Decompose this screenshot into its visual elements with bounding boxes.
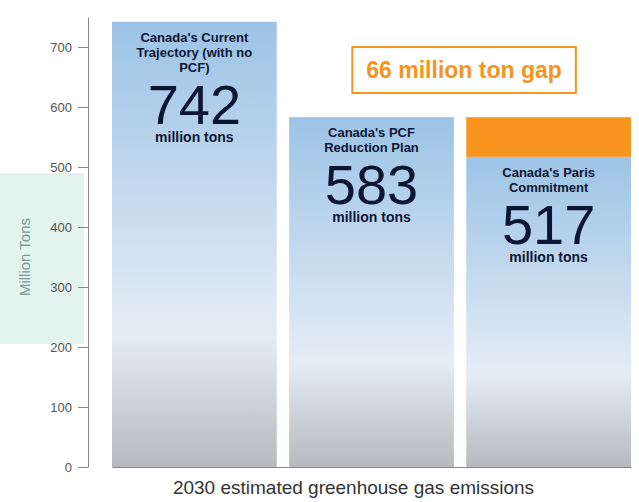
data-labels: Canada's CurrentTrajectory (with noPCF)7… xyxy=(137,30,596,265)
y-tick-label: 400 xyxy=(50,220,72,235)
y-tick-mark xyxy=(78,47,88,48)
bars xyxy=(112,22,631,467)
chart: 0 100 200 300 400 500 600 700 Million Tons 2030 e… xyxy=(0,0,639,502)
bar xyxy=(289,117,454,467)
category-label: Canada's PCFReduction Plan xyxy=(324,125,419,155)
annotation-text: 66 million ton gap xyxy=(366,57,562,83)
y-tick: 400 xyxy=(50,220,88,235)
value-label: 583 xyxy=(325,153,418,216)
gap-annotation: 66 million ton gap xyxy=(352,47,576,93)
x-axis xyxy=(113,467,632,468)
axis-title-band xyxy=(0,173,84,344)
y-tick-label: 600 xyxy=(50,100,72,115)
y-tick-mark xyxy=(78,167,88,168)
value-label: 517 xyxy=(502,193,595,256)
y-tick-label: 200 xyxy=(50,340,72,355)
y-tick-label: 500 xyxy=(50,160,72,175)
y-tick-label: 300 xyxy=(50,280,72,295)
y-tick: 600 xyxy=(50,100,88,115)
unit-label: million tons xyxy=(509,249,588,265)
y-tick: 0 xyxy=(65,460,88,475)
y-tick: 100 xyxy=(50,400,88,415)
y-tick: 500 xyxy=(50,160,88,175)
value-label: 742 xyxy=(148,73,241,136)
y-tick-mark xyxy=(78,407,88,408)
y-tick-mark xyxy=(78,287,88,288)
bar xyxy=(112,22,277,467)
y-tick: 700 xyxy=(50,40,88,55)
x-axis-line xyxy=(113,467,632,468)
x-axis-title: 2030 estimated greenhouse gas emissions xyxy=(173,477,534,498)
unit-label: million tons xyxy=(332,209,411,225)
y-tick-mark xyxy=(78,467,88,468)
category-label: Canada's CurrentTrajectory (with noPCF) xyxy=(137,30,253,75)
y-tick-label: 100 xyxy=(50,400,72,415)
annotation-box xyxy=(352,47,576,93)
y-tick-mark xyxy=(78,227,88,228)
y-tick-mark xyxy=(78,347,88,348)
gap-band xyxy=(466,117,631,157)
y-axis: 0 100 200 300 400 500 600 700 xyxy=(50,18,88,475)
unit-label: million tons xyxy=(155,129,234,145)
category-label: Canada's ParisCommitment xyxy=(502,165,595,195)
y-axis-title: Million Tons xyxy=(16,218,33,296)
y-tick-mark xyxy=(78,107,88,108)
y-axis-line xyxy=(88,18,89,468)
y-tick: 200 xyxy=(50,340,88,355)
y-tick-label: 0 xyxy=(65,460,72,475)
y-tick-label: 700 xyxy=(50,40,72,55)
y-tick: 300 xyxy=(50,280,88,295)
bar xyxy=(466,157,631,467)
